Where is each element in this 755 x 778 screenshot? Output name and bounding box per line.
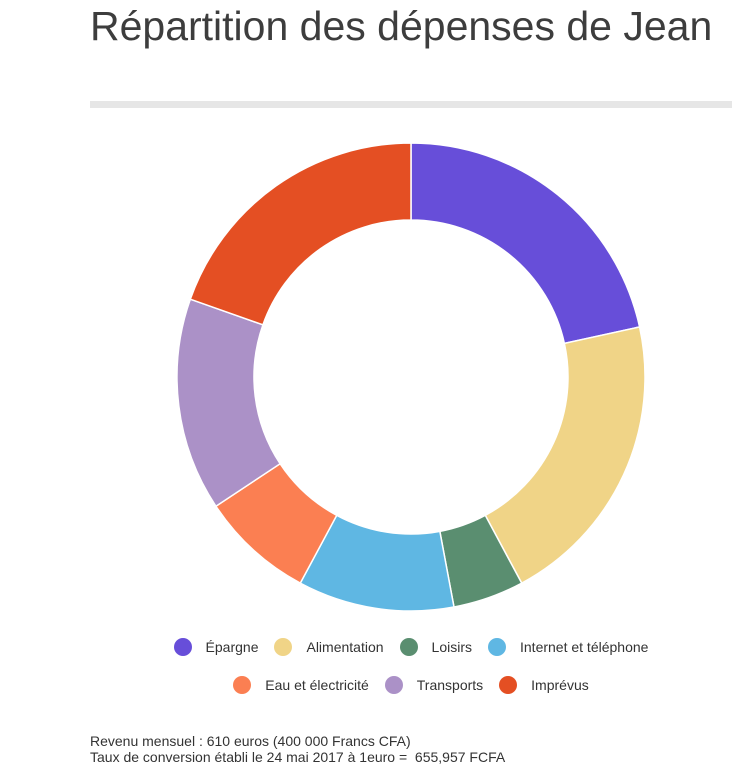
slice-impr-vus[interactable] bbox=[189, 142, 412, 326]
title-divider bbox=[90, 101, 732, 108]
chart-notes: Revenu mensuel : 610 euros (400 000 Fran… bbox=[90, 733, 505, 765]
slice--pargne[interactable] bbox=[410, 142, 641, 345]
legend-label-loisirs: Loisirs bbox=[431, 639, 472, 655]
legend-item-epargne[interactable]: Épargne bbox=[173, 638, 259, 656]
legend-label-internet: Internet et téléphone bbox=[520, 639, 649, 655]
legend-swatch-alimentation bbox=[274, 638, 293, 656]
legend-swatch-transports bbox=[384, 676, 403, 694]
legend-row-1: Épargne Alimentation Loisirs Internet et… bbox=[90, 638, 732, 656]
legend-label-alimentation: Alimentation bbox=[306, 639, 384, 655]
legend-item-internet[interactable]: Internet et téléphone bbox=[488, 638, 648, 656]
conversion-note: Taux de conversion établi le 24 mai 2017… bbox=[90, 749, 506, 765]
legend-swatch-internet bbox=[488, 638, 506, 656]
legend-label-transports: Transports bbox=[416, 677, 484, 693]
legend-swatch-eau bbox=[233, 676, 252, 694]
legend-row-2: Eau et électricité Transports Imprévus bbox=[90, 676, 732, 694]
legend-item-transports[interactable]: Transports bbox=[384, 676, 484, 694]
legend-label-epargne: Épargne bbox=[205, 639, 259, 655]
legend-label-imprevus: Imprévus bbox=[531, 677, 589, 693]
legend-swatch-imprevus bbox=[499, 676, 518, 694]
legend-item-loisirs[interactable]: Loisirs bbox=[399, 638, 472, 656]
income-note: Revenu mensuel : 610 euros (400 000 Fran… bbox=[90, 733, 411, 749]
legend-swatch-epargne bbox=[173, 638, 192, 656]
slice-alimentation[interactable] bbox=[484, 326, 646, 585]
legend-item-eau[interactable]: Eau et électricité bbox=[233, 676, 369, 694]
legend-item-alimentation[interactable]: Alimentation bbox=[274, 638, 384, 656]
legend-item-imprevus[interactable]: Imprévus bbox=[499, 676, 589, 694]
chart-title: Répartition des dépenses de Jean bbox=[90, 3, 713, 49]
legend-label-eau: Eau et électricité bbox=[265, 677, 369, 693]
legend-swatch-loisirs bbox=[399, 638, 418, 656]
